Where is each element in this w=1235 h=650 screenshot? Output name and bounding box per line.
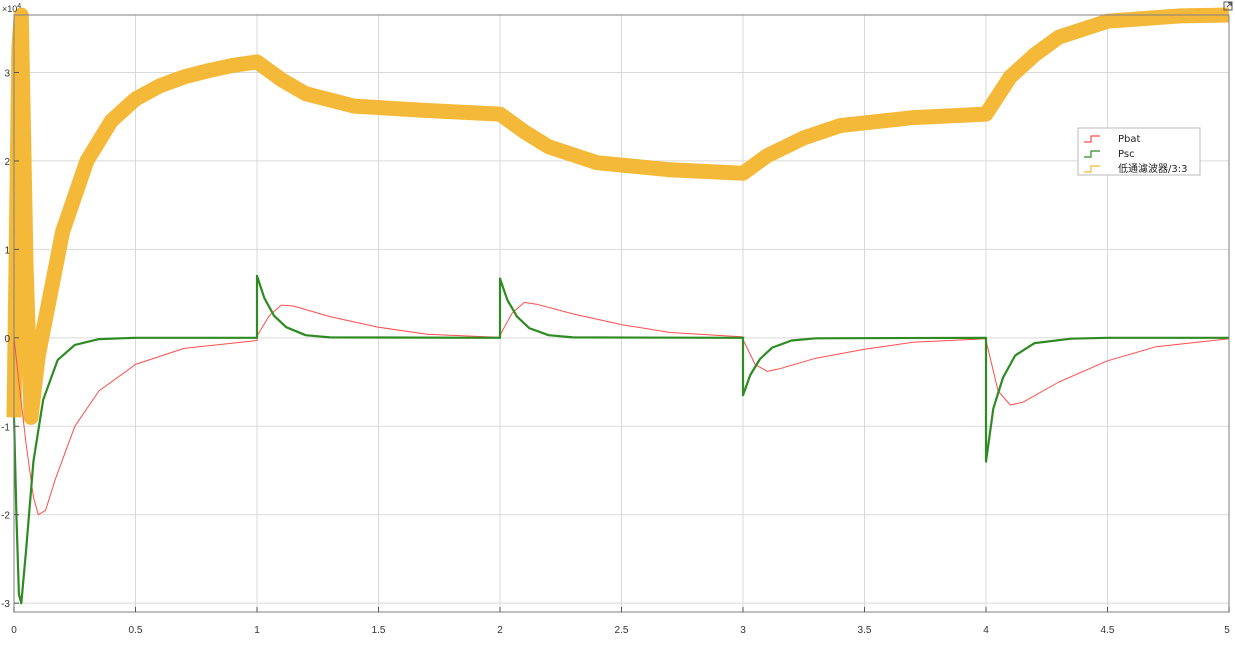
- legend-swatch: [1084, 135, 1100, 143]
- legend-label: 低通濾波器/3:3: [1118, 162, 1187, 175]
- x-tick-label: 5: [1224, 625, 1230, 636]
- y-tick-label: 0: [4, 334, 10, 345]
- x-tick-label: 2: [497, 625, 503, 636]
- series-layer: [6, 7, 1230, 605]
- legend: Pbat Psc 低通濾波器/3:3: [1077, 127, 1201, 176]
- y-tick-label: 1: [4, 245, 10, 256]
- x-tick-label: 1.5: [372, 625, 386, 636]
- x-tick-label: 3: [740, 625, 746, 636]
- x-tick-label: 4: [983, 625, 989, 636]
- y-scale-power: 4: [17, 3, 21, 10]
- x-tick-label: 4.5: [1101, 625, 1115, 636]
- series-line-psc: [12, 274, 1229, 605]
- legend-label: Psc: [1118, 149, 1135, 160]
- y-tick-label: 3: [4, 68, 10, 79]
- y-tick-label: 2: [4, 157, 10, 168]
- series-line-lowpass-filter: [6, 7, 1230, 425]
- x-tick-label: 0: [11, 625, 17, 636]
- x-tick-label: 2.5: [615, 625, 629, 636]
- legend-swatch: [1084, 150, 1100, 158]
- legend-label: Pbat: [1118, 134, 1141, 145]
- x-tick-label: 3.5: [858, 625, 872, 636]
- y-tick-label: -2: [1, 511, 10, 522]
- x-tick-label: 0.5: [129, 625, 143, 636]
- y-tick-label: -1: [1, 422, 10, 433]
- y-tick-label: -3: [1, 599, 10, 610]
- y-axis: -3 -2 -1 0 1 2 3: [1, 68, 19, 610]
- expand-icon[interactable]: [1223, 1, 1233, 11]
- x-axis: 0 0.5 1 1.5 2 2.5 3 3.5 4 4.5 5: [11, 607, 1230, 636]
- y-scale-exponent: ×104: [2, 3, 21, 14]
- x-tick-label: 1: [254, 625, 260, 636]
- legend-swatch: [1084, 165, 1100, 173]
